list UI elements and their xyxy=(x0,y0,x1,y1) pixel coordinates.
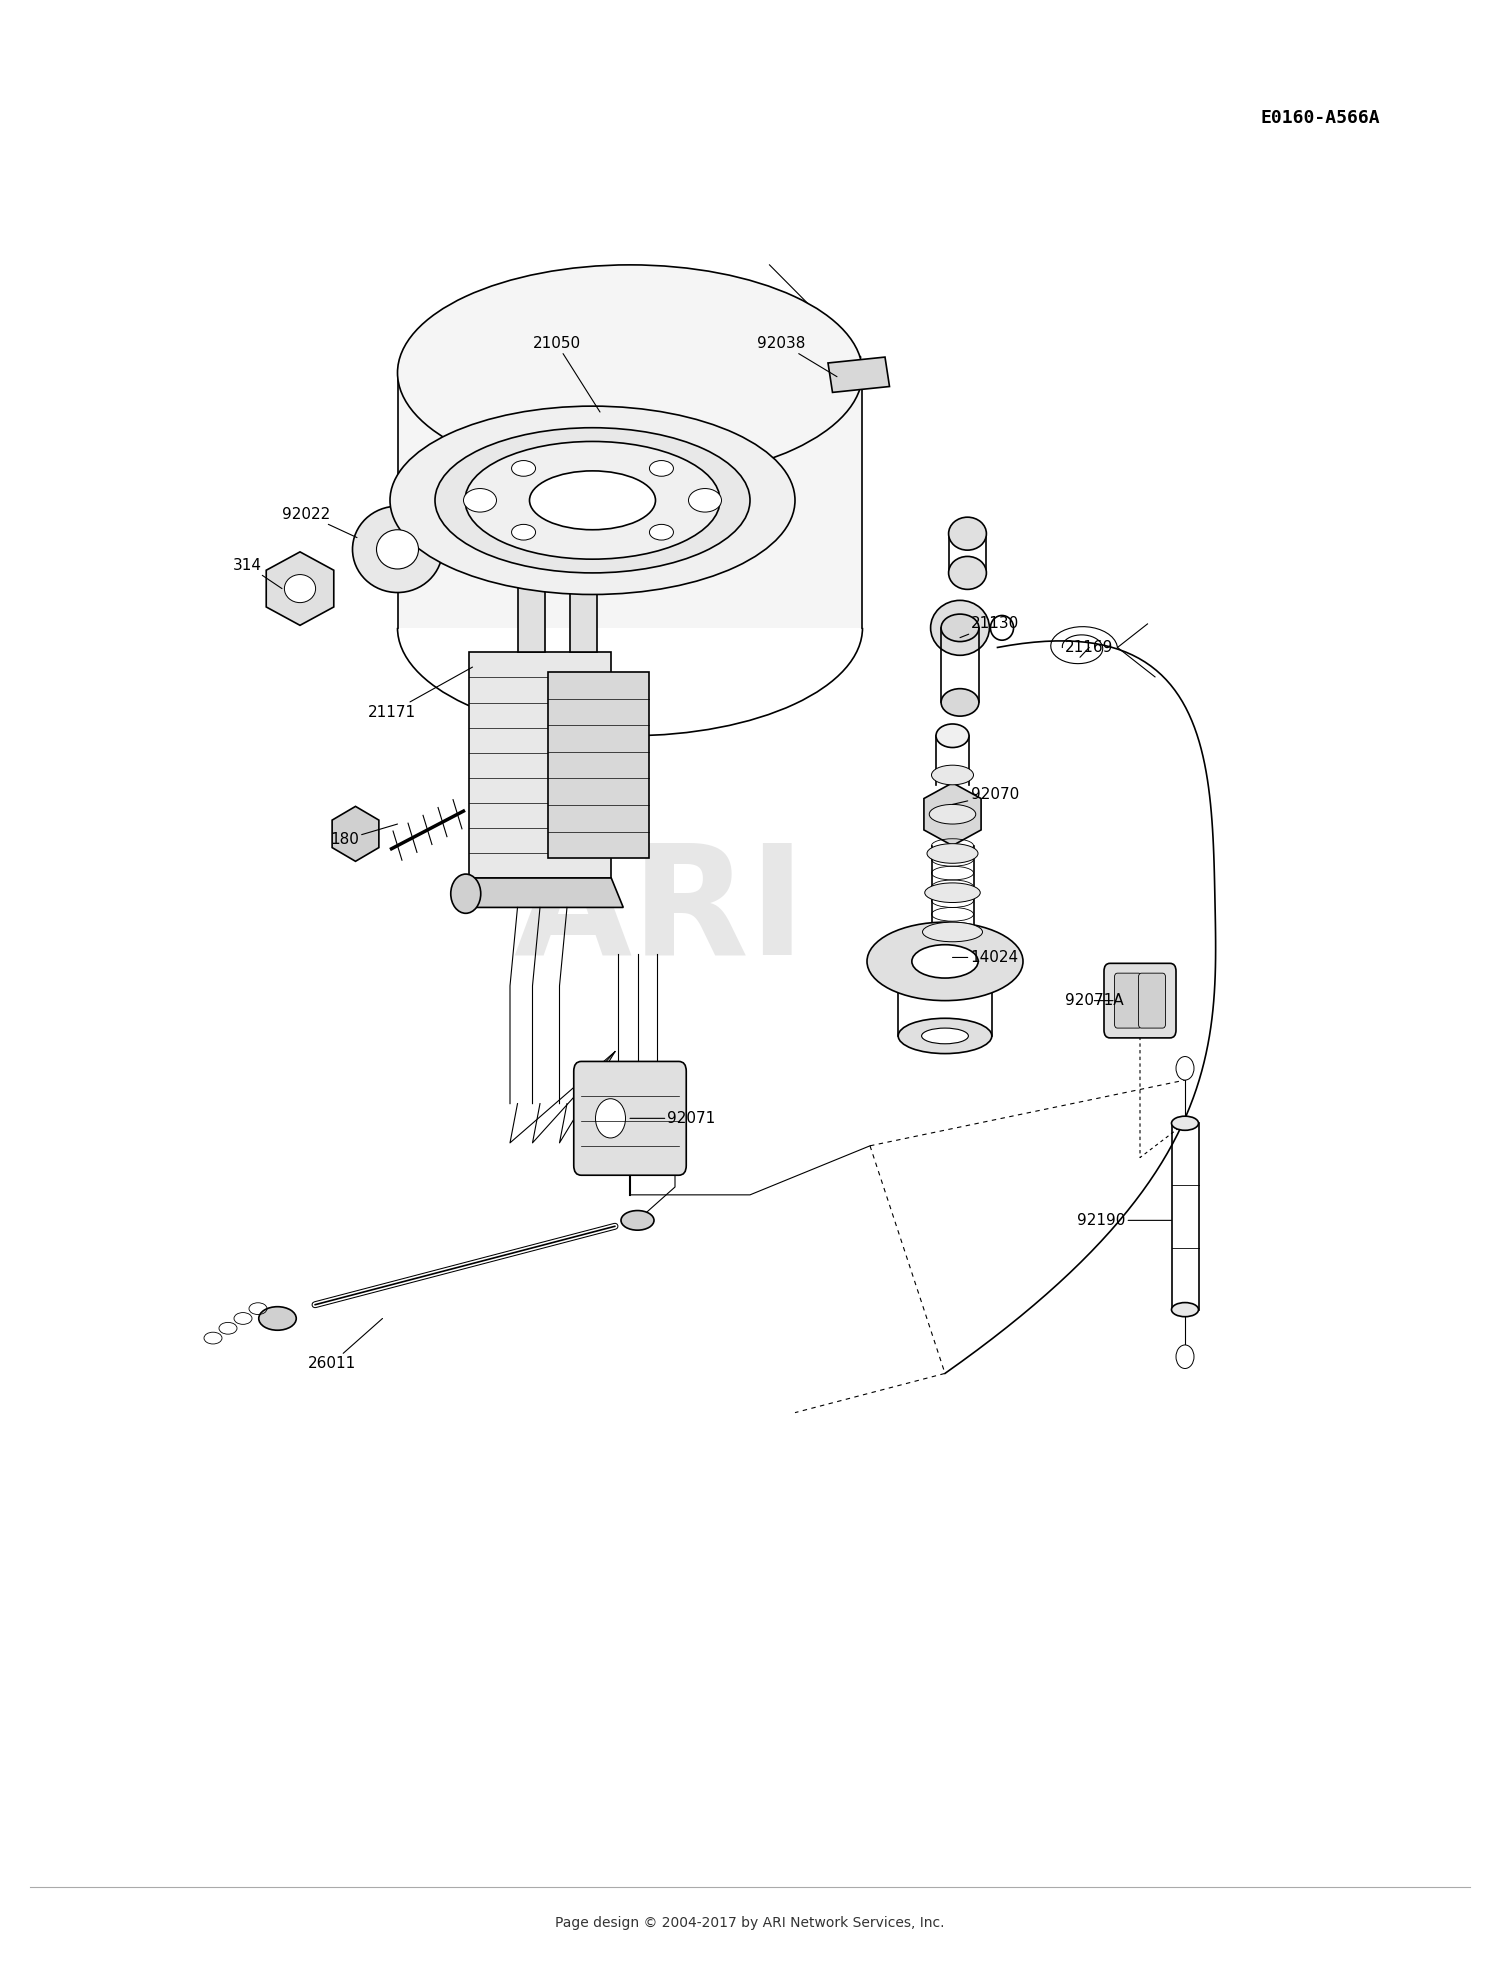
Polygon shape xyxy=(570,524,597,651)
Ellipse shape xyxy=(688,489,722,512)
Ellipse shape xyxy=(650,524,674,540)
Text: ARI: ARI xyxy=(513,838,807,987)
Ellipse shape xyxy=(924,883,981,903)
Ellipse shape xyxy=(376,530,419,569)
Polygon shape xyxy=(468,651,612,879)
Ellipse shape xyxy=(948,557,987,589)
Polygon shape xyxy=(828,357,890,392)
Ellipse shape xyxy=(912,944,978,977)
Text: 92071: 92071 xyxy=(630,1110,716,1126)
Ellipse shape xyxy=(1172,1303,1198,1317)
Ellipse shape xyxy=(650,461,674,477)
Text: 21171: 21171 xyxy=(368,667,472,720)
Ellipse shape xyxy=(921,1028,969,1044)
Text: 180: 180 xyxy=(330,824,398,848)
Ellipse shape xyxy=(922,922,982,942)
FancyBboxPatch shape xyxy=(573,1061,686,1175)
Polygon shape xyxy=(398,373,862,628)
Ellipse shape xyxy=(398,265,862,481)
Ellipse shape xyxy=(512,524,536,540)
Text: 92022: 92022 xyxy=(282,506,357,538)
Text: E0160-A566A: E0160-A566A xyxy=(1260,108,1380,128)
Polygon shape xyxy=(332,806,380,861)
Ellipse shape xyxy=(930,600,990,655)
Text: 92038: 92038 xyxy=(758,336,837,377)
Text: 21050: 21050 xyxy=(532,336,600,412)
Ellipse shape xyxy=(927,844,978,863)
FancyBboxPatch shape xyxy=(1104,963,1176,1038)
FancyBboxPatch shape xyxy=(1138,973,1166,1028)
Ellipse shape xyxy=(352,506,442,593)
Ellipse shape xyxy=(940,689,980,716)
Text: Page design © 2004-2017 by ARI Network Services, Inc.: Page design © 2004-2017 by ARI Network S… xyxy=(555,1915,945,1931)
Circle shape xyxy=(1176,1346,1194,1369)
Text: 21130: 21130 xyxy=(960,616,1018,638)
Polygon shape xyxy=(518,524,544,651)
Polygon shape xyxy=(266,551,334,626)
Ellipse shape xyxy=(512,461,536,477)
Ellipse shape xyxy=(390,406,795,594)
Ellipse shape xyxy=(932,765,974,785)
Polygon shape xyxy=(924,783,981,846)
FancyBboxPatch shape xyxy=(1114,973,1142,1028)
Text: 21169: 21169 xyxy=(1065,640,1113,657)
Ellipse shape xyxy=(435,428,750,573)
Ellipse shape xyxy=(940,614,980,642)
Ellipse shape xyxy=(1172,1116,1198,1130)
Ellipse shape xyxy=(898,1018,992,1054)
Ellipse shape xyxy=(465,441,720,559)
Text: 92190: 92190 xyxy=(1077,1213,1172,1228)
Ellipse shape xyxy=(464,489,496,512)
Circle shape xyxy=(596,1099,626,1138)
Ellipse shape xyxy=(867,922,1023,1001)
Circle shape xyxy=(1176,1056,1194,1079)
Ellipse shape xyxy=(258,1307,296,1330)
Ellipse shape xyxy=(936,724,969,748)
Ellipse shape xyxy=(990,616,1014,640)
Ellipse shape xyxy=(530,471,656,530)
Text: 314: 314 xyxy=(232,557,282,589)
Ellipse shape xyxy=(948,518,987,549)
Text: 92070: 92070 xyxy=(952,787,1018,804)
Text: 92071A: 92071A xyxy=(1065,993,1124,1008)
Circle shape xyxy=(450,875,480,912)
Polygon shape xyxy=(548,671,648,859)
Polygon shape xyxy=(456,879,624,906)
Ellipse shape xyxy=(621,1211,654,1230)
Text: 26011: 26011 xyxy=(308,1318,382,1371)
Ellipse shape xyxy=(928,804,975,824)
Text: 14024: 14024 xyxy=(952,950,1018,965)
Ellipse shape xyxy=(285,575,315,602)
